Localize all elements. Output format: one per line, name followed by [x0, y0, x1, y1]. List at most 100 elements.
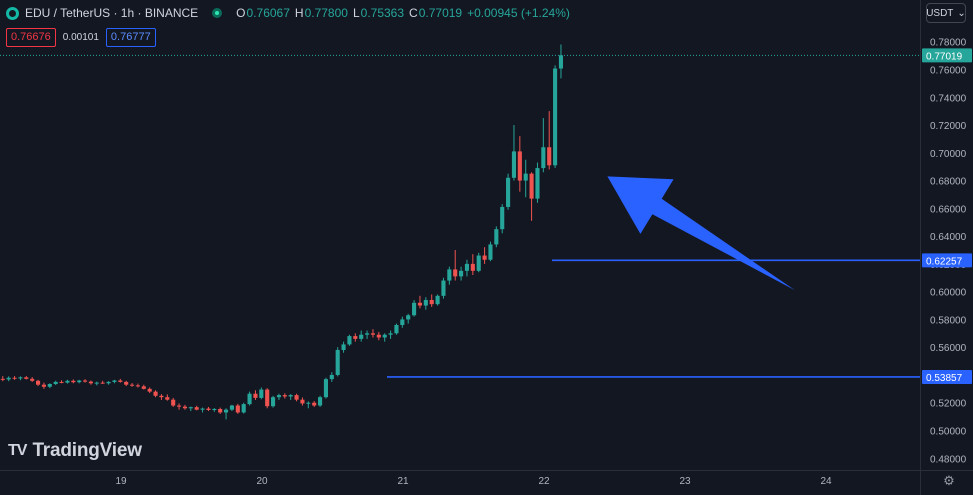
candle-body: [241, 404, 246, 413]
candle-body: [165, 397, 170, 400]
y-tick-label: 0.52000: [930, 399, 967, 410]
candle-body: [129, 384, 135, 386]
candle-body: [194, 407, 199, 410]
y-tick-label: 0.68000: [930, 177, 967, 188]
candle-body: [558, 55, 564, 69]
candle-body: [400, 319, 405, 325]
candle-body: [370, 333, 376, 335]
candle-body: [218, 408, 223, 413]
candle-body: [153, 391, 158, 396]
candle-body: [511, 151, 517, 178]
candle-body: [412, 302, 417, 316]
y-tick-label: 0.56000: [930, 343, 967, 354]
high-label: H: [294, 6, 304, 20]
close-label: C: [409, 6, 418, 20]
candle-body: [124, 381, 129, 385]
candle-body: [206, 408, 211, 410]
close-value: 0.77019: [418, 6, 463, 20]
price-level-tag: [922, 253, 972, 268]
candle-body: [112, 380, 117, 382]
candle-body: [535, 168, 540, 199]
candle-body: [547, 147, 552, 166]
candle-body: [329, 374, 334, 380]
candle-body: [59, 381, 64, 383]
price-level-tag: [922, 369, 972, 384]
candle-body: [247, 393, 252, 405]
candle-body: [276, 395, 281, 398]
candle-body: [359, 334, 364, 339]
sell-price-button[interactable]: 0.76676: [6, 28, 56, 47]
candle-body: [459, 270, 464, 277]
candle-body: [106, 381, 111, 384]
x-tick-label: 22: [538, 476, 550, 487]
candle-body: [541, 147, 546, 169]
candle-body: [529, 173, 534, 199]
candle-body: [235, 405, 240, 413]
candle-body: [417, 302, 423, 306]
x-tick-label: 21: [397, 476, 409, 487]
y-tick-label: 0.58000: [930, 315, 967, 326]
candle-body: [464, 263, 470, 271]
y-tick-label: 0.60000: [930, 288, 967, 299]
candle-body: [365, 333, 370, 335]
x-tick-label: 19: [115, 476, 127, 487]
candle-body: [212, 408, 217, 410]
candle-body: [500, 206, 505, 230]
candle-body: [259, 389, 264, 398]
candle-body: [523, 173, 528, 181]
candle-body: [294, 395, 299, 400]
market-status-icon: [212, 8, 223, 18]
y-tick-label: 0.72000: [930, 121, 967, 132]
candle-body: [488, 244, 493, 260]
candle-body: [306, 402, 311, 404]
quote-row: 0.76676 0.00101 0.76777: [6, 28, 156, 47]
candle-body: [318, 397, 323, 406]
brand-name: TradingView: [32, 440, 142, 461]
y-tick-label: 0.76000: [930, 65, 967, 76]
last-price-tag: [922, 48, 972, 63]
change-value: +0.00945 (+1.24%): [467, 6, 570, 20]
candle-body: [553, 68, 558, 166]
candle-body: [35, 380, 41, 385]
candle-body: [447, 269, 452, 281]
buy-price-button[interactable]: 0.76777: [105, 28, 156, 47]
symbol-title[interactable]: EDU / TetherUS · 1h · BINANCE: [25, 6, 199, 20]
candle-body: [0, 378, 5, 380]
y-tick-label: 0.74000: [930, 93, 967, 104]
x-tick-label: 20: [256, 476, 268, 487]
currency-label: USDT: [926, 7, 954, 19]
candle-body: [394, 324, 399, 334]
candle-body: [323, 379, 329, 398]
price-level-label: 0.53857: [926, 373, 963, 384]
gear-icon[interactable]: ⚙: [943, 473, 955, 488]
candle-body: [224, 409, 229, 413]
candle-body: [341, 344, 346, 350]
y-tick-label: 0.78000: [930, 38, 967, 49]
symbol-logo-icon: [6, 6, 19, 20]
x-tick-label: 24: [820, 476, 832, 487]
candle-body: [41, 384, 46, 387]
candle-body: [18, 377, 23, 379]
candle-body: [312, 402, 317, 406]
candle-body: [147, 388, 152, 392]
candle-body: [77, 380, 82, 383]
candle-body: [506, 177, 511, 207]
candle-body: [300, 399, 305, 404]
candle-body: [171, 399, 176, 406]
candle-body: [135, 385, 140, 387]
candle-body: [82, 380, 88, 382]
candle-body: [118, 380, 123, 382]
y-tick-label: 0.48000: [930, 454, 967, 465]
candle-body: [47, 383, 52, 387]
annotation-arrow[interactable]: [607, 176, 795, 291]
y-tick-label: 0.70000: [930, 149, 967, 160]
candle-body: [435, 295, 440, 305]
candle-body: [382, 334, 387, 338]
price-level-label: 0.62257: [926, 256, 963, 267]
candle-body: [388, 333, 393, 335]
currency-button[interactable]: USDT ⌄: [926, 3, 966, 23]
tradingview-logo-icon: TV: [8, 442, 27, 459]
tradingview-brand: TV TradingView: [8, 440, 142, 462]
candle-body: [100, 382, 105, 384]
